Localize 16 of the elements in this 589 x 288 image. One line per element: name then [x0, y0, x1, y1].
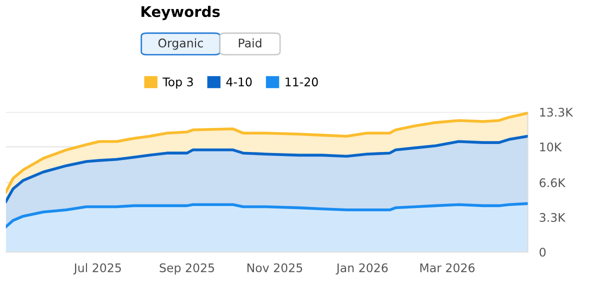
y-tick-label: 6.6K — [540, 178, 566, 188]
legend-label: Top 3 — [162, 77, 193, 89]
chart-title: Keywords — [142, 6, 220, 20]
legend-label: 11-20 — [286, 77, 318, 86]
legend-label: 4-10 — [226, 77, 252, 86]
text: Organic — [158, 38, 203, 50]
x-tick-label: Sep 2025 — [160, 263, 214, 275]
x-tick-label: Jul 2025 — [73, 263, 121, 274]
x-tick-label: Mar 2026 — [420, 263, 475, 272]
x-tick-label: Jan 2026 — [336, 263, 388, 274]
x-tick-label: Nov 2025 — [247, 263, 302, 272]
text: Paid — [238, 38, 262, 48]
y-tick-label: 0 — [540, 248, 546, 257]
y-tick-label: 3.3K — [540, 212, 566, 222]
y-tick-label: 13.3K — [540, 108, 574, 117]
y-tick-label: 10K — [540, 142, 562, 152]
